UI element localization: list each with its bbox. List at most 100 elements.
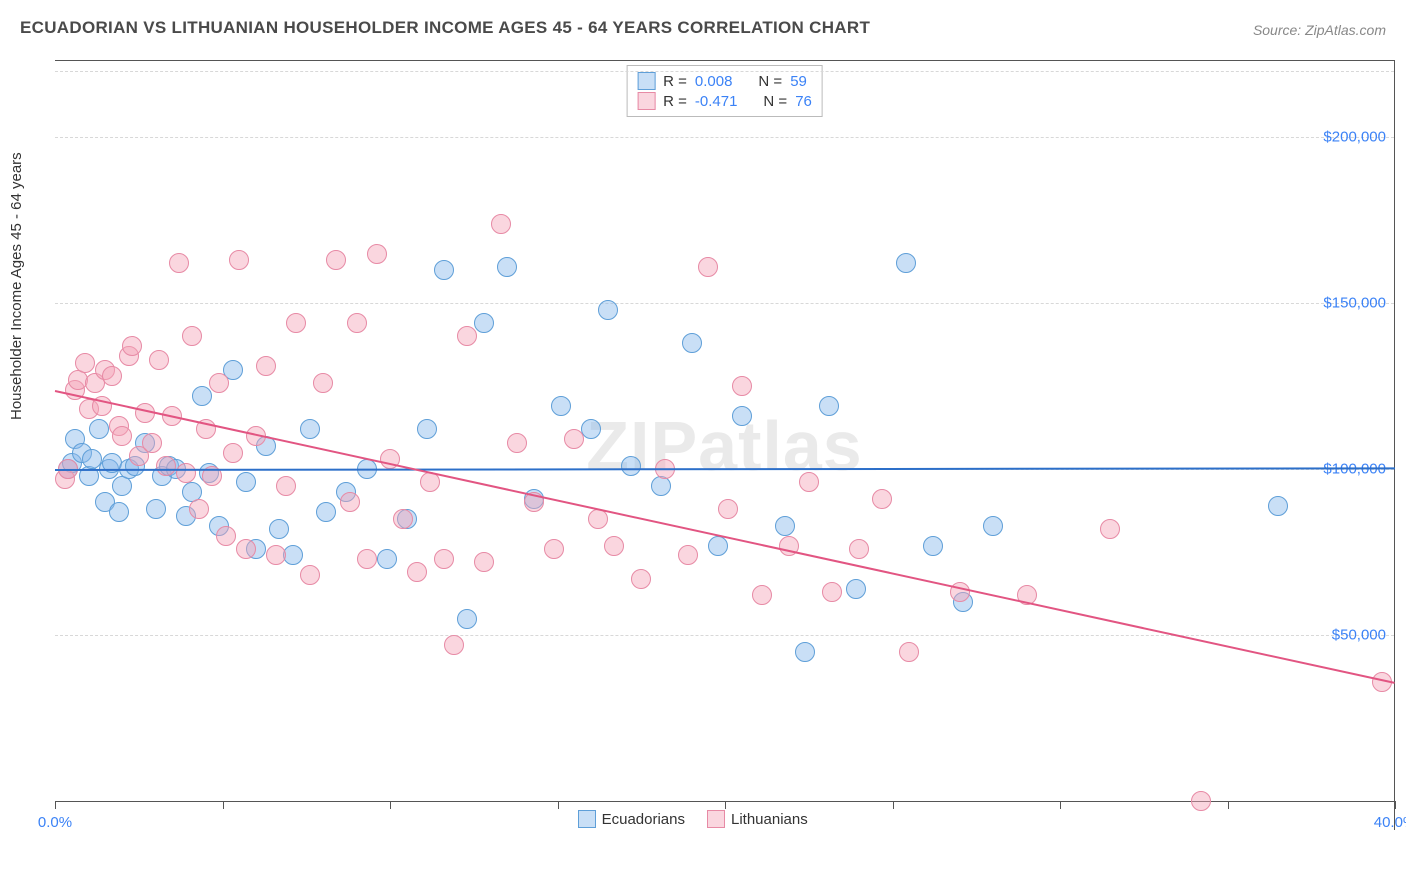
legend-r-value-0: 0.008 [695, 73, 733, 90]
legend-row-1: R = -0.471 N = 76 [637, 92, 812, 110]
data-point [407, 562, 427, 582]
data-point [377, 549, 397, 569]
data-point [122, 336, 142, 356]
data-point [216, 526, 236, 546]
data-point [276, 476, 296, 496]
data-point [286, 313, 306, 333]
data-point [604, 536, 624, 556]
data-point [142, 433, 162, 453]
data-point [417, 419, 437, 439]
data-point [176, 463, 196, 483]
y-tick-label: $150,000 [1323, 295, 1386, 312]
series-legend: Ecuadorians Lithuanians [578, 810, 808, 828]
data-point [209, 373, 229, 393]
data-point [89, 419, 109, 439]
chart-container: ECUADORIAN VS LITHUANIAN HOUSEHOLDER INC… [0, 0, 1406, 892]
data-point [682, 333, 702, 353]
legend-n-label-1: N = [763, 93, 787, 110]
legend-n-label-0: N = [758, 73, 782, 90]
data-point [1268, 496, 1288, 516]
data-point [899, 642, 919, 662]
x-tick [1395, 801, 1396, 809]
data-point [1100, 519, 1120, 539]
data-point [775, 516, 795, 536]
data-point [189, 499, 209, 519]
data-point [149, 350, 169, 370]
gridline [55, 635, 1394, 636]
data-point [169, 253, 189, 273]
data-point [269, 519, 289, 539]
legend-swatch-ecuadorians [578, 810, 596, 828]
data-point [491, 214, 511, 234]
data-point [367, 244, 387, 264]
x-tick [893, 801, 894, 809]
data-point [112, 426, 132, 446]
gridline [55, 303, 1394, 304]
data-point [1191, 791, 1211, 811]
data-point [434, 549, 454, 569]
data-point [444, 635, 464, 655]
data-point [457, 609, 477, 629]
legend-label-ecuadorians: Ecuadorians [602, 811, 685, 828]
data-point [544, 539, 564, 559]
data-point [896, 253, 916, 273]
data-point [718, 499, 738, 519]
data-point [678, 545, 698, 565]
data-point [300, 565, 320, 585]
legend-swatch-0 [637, 72, 655, 90]
x-tick-label: 0.0% [38, 814, 72, 831]
y-axis-label: Householder Income Ages 45 - 64 years [8, 152, 25, 420]
data-point [822, 582, 842, 602]
data-point [551, 396, 571, 416]
correlation-legend: R = 0.008 N = 59 R = -0.471 N = 76 [626, 65, 823, 117]
x-tick [223, 801, 224, 809]
x-tick-label: 40.0% [1374, 814, 1406, 831]
data-point [621, 456, 641, 476]
legend-r-label-0: R = [663, 73, 687, 90]
x-tick [1060, 801, 1061, 809]
x-tick [725, 801, 726, 809]
data-point [795, 642, 815, 662]
legend-r-value-1: -0.471 [695, 93, 738, 110]
legend-n-value-1: 76 [795, 93, 812, 110]
y-tick-label: $50,000 [1332, 627, 1386, 644]
x-tick [1228, 801, 1229, 809]
data-point [819, 396, 839, 416]
data-point [102, 366, 122, 386]
data-point [507, 433, 527, 453]
data-point [326, 250, 346, 270]
legend-swatch-1 [637, 92, 655, 110]
data-point [497, 257, 517, 277]
trend-line [55, 468, 1395, 472]
data-point [182, 326, 202, 346]
data-point [872, 489, 892, 509]
source-attribution: Source: ZipAtlas.com [1253, 22, 1386, 38]
data-point [316, 502, 336, 522]
data-point [256, 356, 276, 376]
x-tick [390, 801, 391, 809]
data-point [698, 257, 718, 277]
legend-r-label-1: R = [663, 93, 687, 110]
data-point [732, 406, 752, 426]
data-point [146, 499, 166, 519]
trend-line [55, 390, 1395, 684]
data-point [192, 386, 212, 406]
data-point [434, 260, 454, 280]
data-point [357, 549, 377, 569]
data-point [229, 250, 249, 270]
data-point [347, 313, 367, 333]
data-point [846, 579, 866, 599]
data-point [799, 472, 819, 492]
data-point [223, 443, 243, 463]
x-tick [55, 801, 56, 809]
data-point [393, 509, 413, 529]
data-point [564, 429, 584, 449]
data-point [75, 353, 95, 373]
legend-item-lithuanians: Lithuanians [707, 810, 808, 828]
legend-label-lithuanians: Lithuanians [731, 811, 808, 828]
gridline [55, 137, 1394, 138]
legend-item-ecuadorians: Ecuadorians [578, 810, 685, 828]
legend-row-0: R = 0.008 N = 59 [637, 72, 812, 90]
data-point [236, 539, 256, 559]
data-point [109, 502, 129, 522]
